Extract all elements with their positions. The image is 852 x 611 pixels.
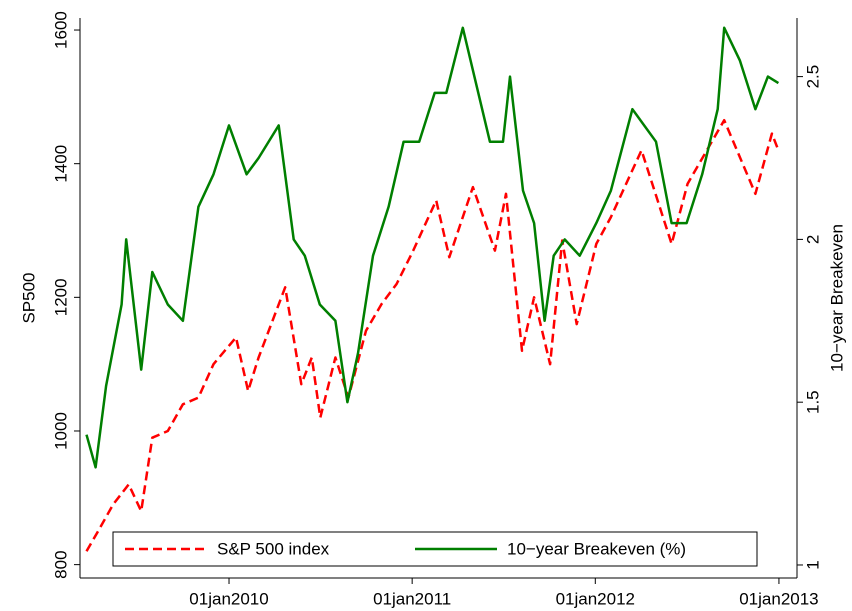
x-tick-label: 01jan2012 [556,589,635,608]
series-line [85,26,780,469]
y-tick-label: 800 [51,550,70,578]
y-tick-label: 1600 [51,11,70,49]
y2-tick-label: 1.5 [803,390,822,414]
x-tick-label: 01jan2013 [739,589,818,608]
legend-label: 10−year Breakeven (%) [507,539,686,558]
legend-label: S&P 500 index [217,539,330,558]
x-tick-label: 01jan2011 [373,589,451,608]
y2-tick-label: 2.5 [803,65,822,89]
y2-axis-title: 10−year Breakeven [827,224,846,372]
y-axis-title: SP500 [19,272,38,323]
y-tick-label: 1000 [51,412,70,450]
y2-tick-label: 1 [803,560,822,569]
x-tick-label: 01jan2010 [189,589,268,608]
y2-tick-label: 2 [803,235,822,244]
y-tick-label: 1400 [51,145,70,183]
series-line [85,118,780,552]
y-tick-label: 1200 [51,278,70,316]
